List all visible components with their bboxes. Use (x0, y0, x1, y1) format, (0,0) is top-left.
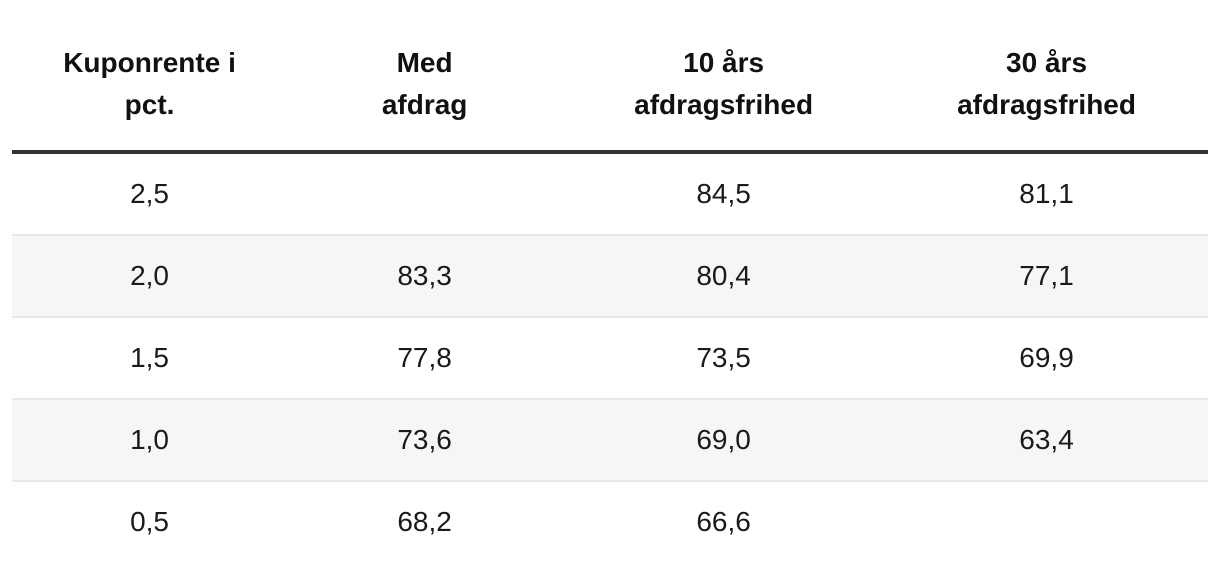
table-row: 2,0 83,3 80,4 77,1 (12, 235, 1208, 317)
cell-30-aars: 81,1 (1019, 178, 1074, 209)
bond-price-table: Kuponrente i pct. Med afdrag 10 års afdr… (12, 0, 1208, 562)
cell-10-aars: 66,6 (696, 506, 751, 537)
header-line: 30 års (1006, 47, 1088, 78)
header-line: pct. (124, 89, 175, 120)
cell-30-aars (885, 481, 1208, 562)
table-header-row: Kuponrente i pct. Med afdrag 10 års afdr… (12, 0, 1208, 154)
cell-kuponrente: 0,5 (130, 506, 169, 537)
column-header-kuponrente: Kuponrente i pct. (12, 0, 288, 154)
table-row: 2,5 84,5 81,1 (12, 152, 1208, 235)
header-line: Med (396, 47, 453, 78)
cell-med-afdrag: 68,2 (397, 506, 452, 537)
table-row: 1,0 73,6 69,0 63,4 (12, 399, 1208, 481)
column-header-30-aars-afdragsfrihed: 30 års afdragsfrihed (885, 0, 1208, 154)
cell-kuponrente: 2,0 (130, 260, 169, 291)
table-row: 1,5 77,8 73,5 69,9 (12, 317, 1208, 399)
cell-kuponrente: 1,0 (130, 424, 169, 455)
cell-kuponrente: 1,5 (130, 342, 169, 373)
cell-med-afdrag: 73,6 (397, 424, 452, 455)
header-line: Kuponrente i (63, 47, 236, 78)
cell-10-aars: 80,4 (696, 260, 751, 291)
cell-10-aars: 84,5 (696, 178, 751, 209)
cell-med-afdrag: 83,3 (397, 260, 452, 291)
cell-30-aars: 63,4 (1019, 424, 1074, 455)
column-header-med-afdrag: Med afdrag (287, 0, 563, 154)
cell-10-aars: 73,5 (696, 342, 751, 373)
table-row: 0,5 68,2 66,6 (12, 481, 1208, 562)
cell-med-afdrag: 77,8 (397, 342, 452, 373)
header-line: afdrag (381, 89, 468, 120)
cell-med-afdrag (287, 152, 562, 235)
header-line: 10 års (683, 47, 765, 78)
column-header-10-aars-afdragsfrihed: 10 års afdragsfrihed (562, 0, 886, 154)
cell-30-aars: 77,1 (1019, 260, 1074, 291)
cell-kuponrente: 2,5 (130, 178, 169, 209)
header-line: afdragsfrihed (957, 89, 1136, 120)
header-line: afdragsfrihed (634, 89, 814, 120)
cell-30-aars: 69,9 (1019, 342, 1074, 373)
cell-10-aars: 69,0 (696, 424, 751, 455)
